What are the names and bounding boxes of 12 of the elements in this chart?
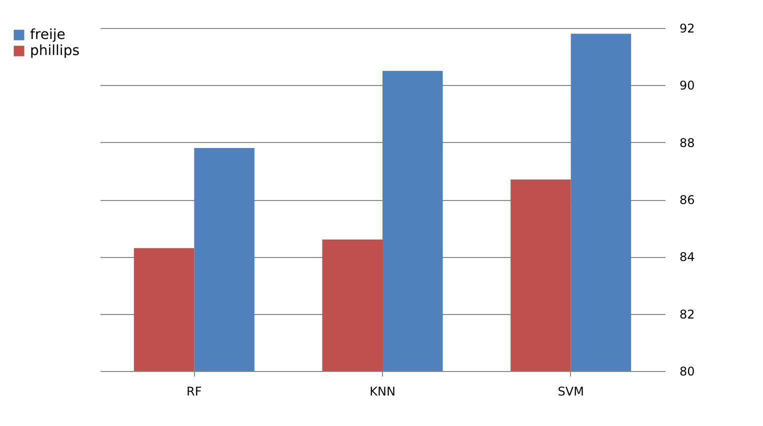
x-tick-label: RF bbox=[186, 384, 202, 398]
y-tick-label: 80 bbox=[680, 364, 695, 378]
y-tick-label: 90 bbox=[680, 78, 695, 93]
legend-label: phillips bbox=[30, 43, 80, 59]
y-tick-label: 86 bbox=[680, 193, 695, 207]
y-tick-label: 84 bbox=[680, 250, 695, 264]
y-tick-label: 88 bbox=[680, 136, 695, 150]
x-tick-label: KNN bbox=[370, 384, 396, 398]
y-tick-label: 82 bbox=[680, 307, 695, 322]
y-tick-label: 92 bbox=[680, 22, 695, 36]
legend-label: freije bbox=[30, 27, 66, 43]
x-tick-label: SVM bbox=[558, 384, 584, 398]
